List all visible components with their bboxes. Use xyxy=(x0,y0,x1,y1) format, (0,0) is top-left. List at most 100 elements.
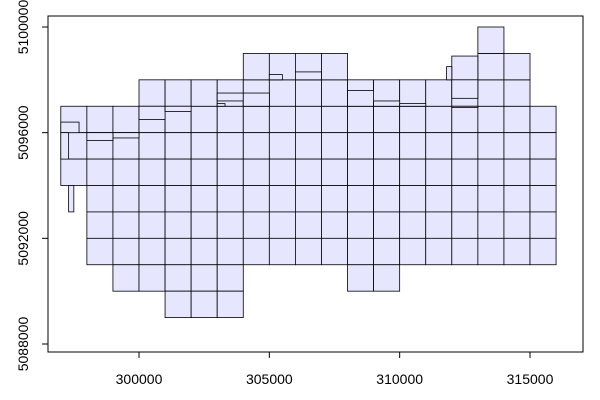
grid-cell xyxy=(242,211,270,239)
x-tick-label: 310000 xyxy=(376,371,423,387)
grid-cell xyxy=(242,237,270,266)
grid-cell xyxy=(216,237,244,266)
partial-grid-cell xyxy=(451,55,479,81)
grid-cell xyxy=(321,105,348,134)
grid-cell xyxy=(321,211,348,239)
grid-cell xyxy=(268,211,296,239)
partial-grid-cell xyxy=(399,103,427,107)
grid-cell xyxy=(373,158,401,186)
grid-cell xyxy=(216,105,244,134)
grid-cell xyxy=(112,185,140,213)
partial-grid-cell xyxy=(451,79,479,99)
grid-cell xyxy=(347,132,374,160)
grid-cell xyxy=(294,185,322,213)
grid-cell xyxy=(112,264,140,292)
grid-cell xyxy=(503,237,531,266)
grid-cell xyxy=(451,211,479,239)
grid-cell xyxy=(138,132,166,160)
grid-cell xyxy=(242,158,270,186)
grid-cell xyxy=(425,185,453,213)
grid-cell xyxy=(477,105,505,134)
grid-cell xyxy=(164,79,192,107)
grid-cell xyxy=(138,79,166,107)
partial-grid-cell xyxy=(294,71,322,81)
grid-cell xyxy=(477,132,505,160)
grid-cell xyxy=(477,26,505,54)
grid-cell xyxy=(503,105,531,134)
grid-cell xyxy=(347,105,374,134)
grid-cell xyxy=(451,158,479,186)
grid-cell xyxy=(503,79,531,107)
partial-grid-cell xyxy=(216,103,226,107)
partial-grid-cell xyxy=(242,92,270,107)
grid-cell xyxy=(347,211,374,239)
grid-cell xyxy=(399,158,427,186)
grid-cell xyxy=(190,132,218,160)
grid-cell xyxy=(112,237,140,266)
grid-cell xyxy=(112,158,140,186)
grid-cell xyxy=(529,132,557,160)
grid-cell xyxy=(164,290,192,318)
x-tick-label: 300000 xyxy=(116,371,163,387)
grid-cell xyxy=(268,132,296,160)
grid-cell xyxy=(268,79,296,107)
grid-cell xyxy=(190,290,218,318)
grid-cell xyxy=(294,79,322,107)
grid-cell xyxy=(321,185,348,213)
partial-grid-cell xyxy=(268,74,283,81)
grid-cell xyxy=(451,132,479,160)
grid-cell xyxy=(477,185,505,213)
grid-cell xyxy=(399,132,427,160)
grid-cell xyxy=(86,185,114,213)
grid-cell xyxy=(216,264,244,292)
grid-cell xyxy=(503,132,531,160)
grid-cell xyxy=(190,185,218,213)
axes: 300000 305000 310000 315000 508800050920005… xyxy=(15,0,584,387)
grid-cell xyxy=(294,158,322,186)
grid-cell xyxy=(138,158,166,186)
grid-cell xyxy=(112,211,140,239)
grid-cell xyxy=(216,211,244,239)
grid-cell xyxy=(164,264,192,292)
grid-cell xyxy=(451,185,479,213)
grid-cell xyxy=(529,105,557,134)
grid-cell xyxy=(477,237,505,266)
grid-cell xyxy=(425,237,453,266)
partial-grid-cell xyxy=(164,105,192,112)
grid-cell xyxy=(86,158,114,186)
grid-cell xyxy=(294,211,322,239)
grid-cell xyxy=(399,105,427,134)
grid-cell xyxy=(399,237,427,266)
y-axis-ticks: 5088000 5092000 5096000 5100000 xyxy=(15,0,49,372)
partial-grid-cell xyxy=(68,185,75,213)
grid-cell xyxy=(216,185,244,213)
grid-cell xyxy=(190,237,218,266)
grid-cell xyxy=(138,211,166,239)
grid-cell xyxy=(477,53,505,81)
grid-cell xyxy=(60,158,88,186)
y-tick-label: 5100000 xyxy=(15,0,31,54)
x-axis-ticks: 300000 305000 310000 315000 xyxy=(116,351,554,387)
grid-cell xyxy=(477,79,505,107)
grid-cell xyxy=(529,185,557,213)
partial-grid-cell xyxy=(86,132,114,141)
grid-cell xyxy=(373,211,401,239)
y-tick-label: 5088000 xyxy=(15,317,31,372)
grid-cell xyxy=(347,185,374,213)
partial-grid-cell xyxy=(347,90,374,107)
x-tick-label: 305000 xyxy=(246,371,293,387)
grid-cell xyxy=(164,237,192,266)
grid-cell xyxy=(138,264,166,292)
grid-cell xyxy=(86,237,114,266)
grid-cell xyxy=(190,79,218,107)
partial-grid-cell xyxy=(451,105,479,108)
grid-cell xyxy=(503,158,531,186)
grid-cell xyxy=(425,158,453,186)
grid-cell xyxy=(503,185,531,213)
grid-cell xyxy=(347,158,374,186)
x-tick-label: 315000 xyxy=(507,371,554,387)
grid-cell xyxy=(268,185,296,213)
grid-cell xyxy=(399,185,427,213)
grid-cell xyxy=(138,185,166,213)
grid-cell xyxy=(425,105,453,134)
